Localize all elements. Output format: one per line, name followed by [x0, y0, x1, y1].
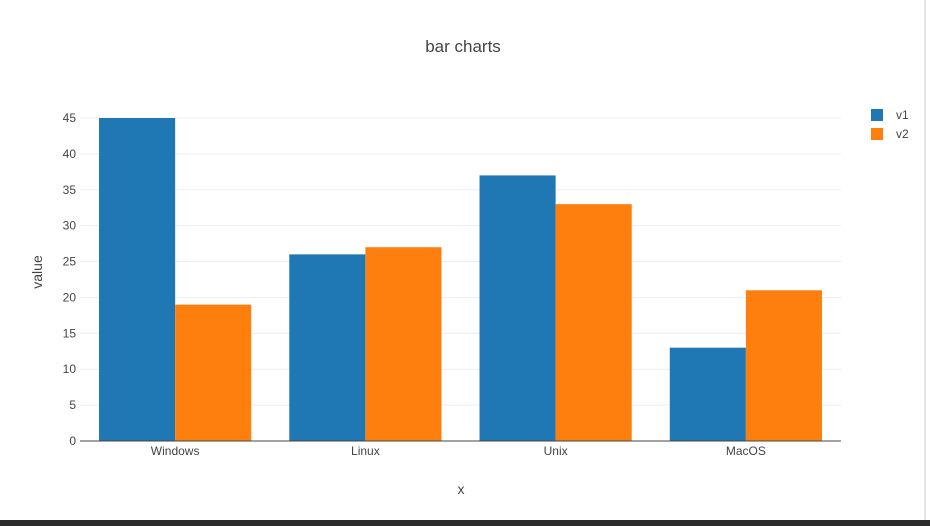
y-tick-label: 20	[63, 290, 77, 304]
y-tick-label: 30	[63, 219, 77, 233]
legend-swatch-v2[interactable]	[871, 128, 883, 140]
legend-label-v2[interactable]: v2	[896, 127, 909, 141]
bars	[99, 118, 822, 441]
y-tick-label: 0	[69, 434, 76, 448]
y-tick-label: 15	[63, 326, 77, 340]
x-axis-title: x	[458, 481, 465, 497]
y-tick-label: 25	[63, 255, 77, 269]
chart-title: bar charts	[425, 37, 501, 56]
y-tick-label: 5	[69, 398, 76, 412]
y-tick-label: 35	[63, 183, 77, 197]
x-tick-label: Windows	[151, 444, 200, 458]
bar-v2-linux[interactable]	[365, 247, 442, 441]
x-tick-label: MacOS	[726, 444, 766, 458]
axes: 0 5 10 15 20 25 30 35 40 45 Windows Linux Unix MacOS	[63, 111, 841, 458]
bar-v1-unix[interactable]	[479, 175, 556, 441]
bar-v2-macos[interactable]	[745, 290, 822, 441]
y-tick-label: 45	[63, 111, 77, 125]
window-edge	[924, 0, 926, 526]
bar-v1-windows[interactable]	[99, 118, 176, 441]
legend-swatch-v1[interactable]	[871, 109, 883, 121]
bar-v2-windows[interactable]	[175, 304, 252, 441]
bar-v1-linux[interactable]	[289, 254, 366, 441]
y-tick-label: 40	[63, 147, 77, 161]
legend-label-v1[interactable]: v1	[896, 108, 909, 122]
x-tick-label: Unix	[544, 444, 568, 458]
y-axis-title: value	[29, 255, 45, 289]
y-tick-label: 10	[63, 362, 77, 376]
bar-v2-unix[interactable]	[555, 204, 632, 441]
bar-v1-macos[interactable]	[669, 347, 746, 441]
taskbar-strip	[0, 520, 930, 526]
x-tick-label: Linux	[351, 444, 380, 458]
